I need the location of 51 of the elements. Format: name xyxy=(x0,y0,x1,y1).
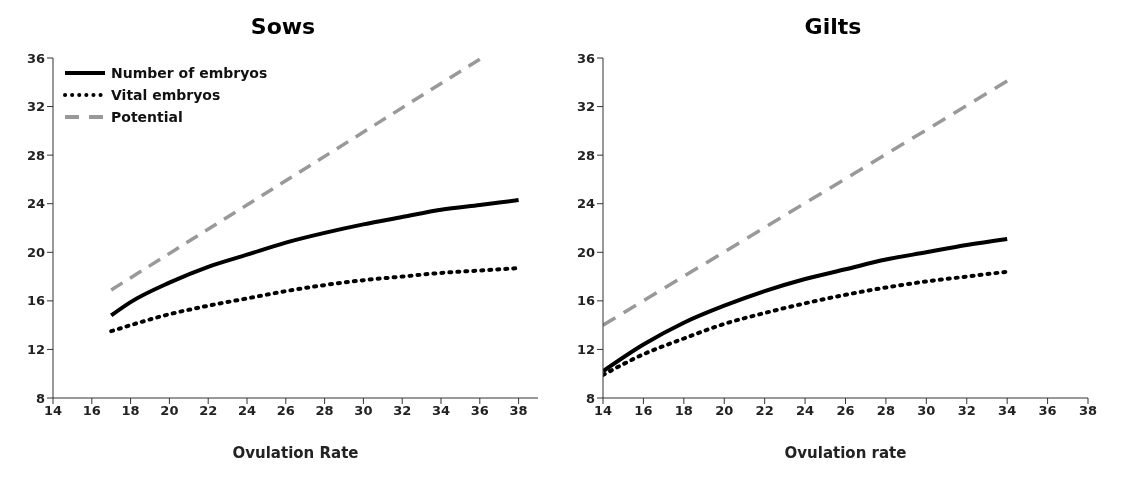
x-tick-label: 34 xyxy=(431,403,451,419)
y-tick-label: 24 xyxy=(576,196,595,212)
x-tick-label: 30 xyxy=(354,403,373,419)
x-tick-label: 24 xyxy=(796,403,815,419)
x-tick-label: 14 xyxy=(593,403,613,419)
x-tick-label: 22 xyxy=(755,403,774,419)
y-tick-label: 32 xyxy=(576,99,595,115)
line-series xyxy=(109,198,521,318)
x-tick-label: 32 xyxy=(393,403,412,419)
y-tick-label: 32 xyxy=(26,99,45,115)
x-tick-label: 26 xyxy=(836,403,855,419)
x-tick-label: 28 xyxy=(876,403,895,419)
y-tick-label: 28 xyxy=(576,147,595,163)
x-tick-label: 20 xyxy=(715,403,734,419)
y-tick-label: 8 xyxy=(585,390,595,406)
x-tick-label: 30 xyxy=(917,403,936,419)
x-tick-label: 26 xyxy=(276,403,295,419)
y-tick-label: 36 xyxy=(576,50,595,66)
x-tick-label: 18 xyxy=(674,403,693,419)
y-tick-label: 8 xyxy=(35,390,45,406)
x-tick-label: 16 xyxy=(82,403,101,419)
x-tick-label: 36 xyxy=(470,403,489,419)
line-series xyxy=(603,236,1010,374)
x-tick-label: 32 xyxy=(957,403,976,419)
legend-label: Vital embryos xyxy=(111,87,221,103)
y-tick-label: 24 xyxy=(26,196,45,212)
legend-label: Number of embryos xyxy=(111,65,268,81)
x-tick-label: 36 xyxy=(1038,403,1057,419)
x-tick-label: 18 xyxy=(121,403,140,419)
y-tick-label: 12 xyxy=(26,342,45,358)
chart-title: Sows xyxy=(249,13,317,41)
x-tick-label: 14 xyxy=(43,403,63,419)
x-axis-title: Ovulation Rate xyxy=(232,444,359,462)
y-tick-label: 16 xyxy=(26,293,45,309)
chart-title: Gilts xyxy=(803,13,863,41)
y-tick-label: 12 xyxy=(576,342,595,358)
x-tick-label: 38 xyxy=(1078,403,1098,419)
x-tick-label: 16 xyxy=(634,403,653,419)
x-tick-label: 20 xyxy=(160,403,179,419)
y-tick-label: 20 xyxy=(26,244,45,260)
x-tick-label: 38 xyxy=(509,403,528,419)
x-tick-label: 24 xyxy=(237,403,257,419)
y-tick-label: 20 xyxy=(576,244,595,260)
x-tick-label: 34 xyxy=(998,403,1017,419)
y-tick-label: 28 xyxy=(26,147,45,163)
x-tick-label: 22 xyxy=(199,403,218,419)
x-axis-title: Ovulation rate xyxy=(784,444,907,462)
x-tick-label: 28 xyxy=(315,403,334,419)
legend-label: Potential xyxy=(111,109,183,125)
y-tick-label: 36 xyxy=(26,50,45,66)
y-tick-label: 16 xyxy=(576,293,595,309)
